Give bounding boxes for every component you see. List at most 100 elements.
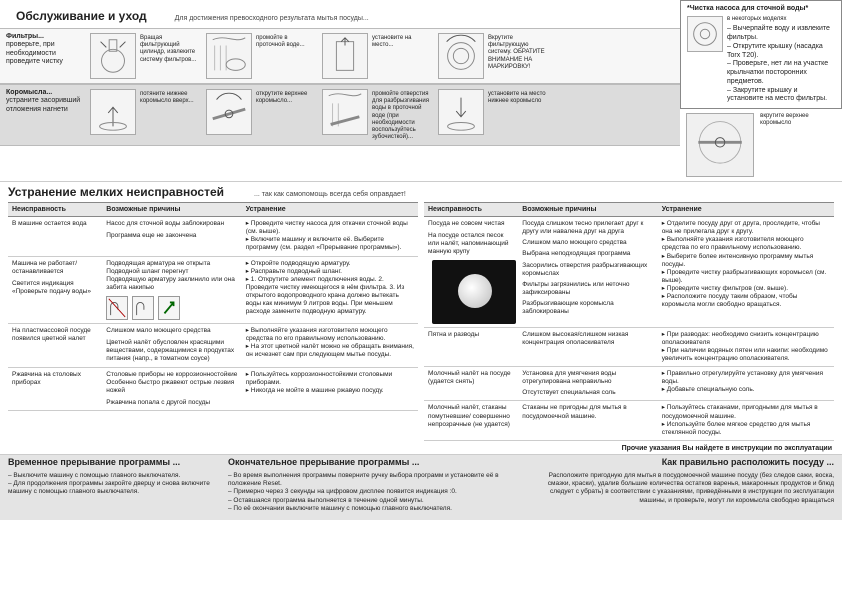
l-r4-c2: Ржавчина попала с другой посуды <box>106 399 237 407</box>
ts-title: Устранение мелких неисправностей <box>8 185 224 199</box>
r-r2-p: Пятна и разводы <box>424 328 518 367</box>
arms-text-5: вкрутите верхнее коромысло <box>760 113 836 127</box>
pump-l4: – Закрутите крышку и установите на место… <box>727 87 835 105</box>
maintenance-title: Обслуживание и уход <box>8 6 155 26</box>
ts-h1b: Неисправность <box>424 203 518 216</box>
arms-label: Коромысла... <box>6 89 52 96</box>
pump-box: *Чистка насоса для сточной воды* в некот… <box>680 0 842 109</box>
r-r3-f1: Правильно отрегулируйте установку для ум… <box>662 370 830 386</box>
r-r1-f4: Проведите чистку разбрызгивающих коромыс… <box>662 269 830 285</box>
arms-text-4: установите на место нижнее коромысло <box>488 89 550 105</box>
arms-diagram-3 <box>322 89 368 135</box>
l-r3-f2: На этот цветной налёт можно не обращать … <box>246 343 414 359</box>
bot-b1b: Для продолжения программы закройте дверц… <box>8 480 218 497</box>
l-r1-f2: Включите машину и включите её. Выберите … <box>246 236 414 252</box>
tap-icons <box>106 296 237 320</box>
r-r1-f2: Выполняйте указания изготовителя моющего… <box>662 236 830 252</box>
l-r2-c3: Подводящую арматуру заклинило или она за… <box>106 276 237 292</box>
pump-diagram <box>687 16 723 52</box>
bot-t2: Окончательное прерывание программы ... <box>228 457 528 469</box>
r-r3-f2: Добавьте специальную соль. <box>662 386 830 394</box>
filters-diagram-3 <box>322 33 368 79</box>
filters-text-2: промойте в проточной воде... <box>256 33 318 49</box>
r-r2-f1: При разводах: необходимо снизить концент… <box>662 331 830 347</box>
arms-diagram-side <box>686 113 754 177</box>
bot-b2c: Оставшаяся программа выполняется в течен… <box>228 497 528 505</box>
r-r1-p: Посуда не совсем чистая <box>428 220 514 228</box>
r-r4-f1: Пользуйтесь стаканами, пригодными для мы… <box>662 404 830 420</box>
r-r1-c2: Слишком мало моющего средства <box>522 239 653 247</box>
l-r1-p: В машине остается вода <box>8 217 102 256</box>
bot-b2b: Примерно через 3 секунды на цифровом дис… <box>228 488 528 496</box>
r-r1-c4: Засорились отверстия разбрызгивающих кор… <box>522 262 653 278</box>
l-r4-c1: Столовые приборы не коррозионностойкие О… <box>106 371 237 395</box>
arms-text-2: открутите верхнее коромысло... <box>256 89 318 105</box>
filters-text-1: Вращая фильтрующий цилиндр, извлеките си… <box>140 33 202 64</box>
r-r1-c1: Посуда слишком тесно прилегает друг к др… <box>522 220 653 236</box>
l-r2-f3: 1. Открутите элемент подключения воды. 2… <box>246 276 414 317</box>
r-r1-f3: Выберите более интенсивную программу мыт… <box>662 253 830 269</box>
filters-band: Фильтры... проверьте, при необходимости … <box>0 28 680 84</box>
l-r2-c2: Подводной шланг перегнут <box>106 268 237 276</box>
r-r1-p2: На посуде остался песок или налёт, напом… <box>428 232 514 256</box>
pump-l2: – Открутите крышку (насадка Torx T20). <box>727 43 835 61</box>
maintenance-subtitle: Для достижения превосходного результата … <box>175 15 369 22</box>
arms-band: Коромысла... устраните засоривший отложе… <box>0 84 680 146</box>
r-r4-p: Молочный налёт, стаканы помутневшие/ сов… <box>424 401 518 440</box>
pump-note: в некоторых моделях <box>727 16 835 24</box>
bottom-band: Временное прерывание программы ... Выклю… <box>0 454 842 520</box>
pump-l1: – Вычерпайте воду и извлеките фильтры. <box>727 25 835 43</box>
l-r2-f1: Откройте подводящую арматуру. <box>246 260 414 268</box>
arms-diagram-4 <box>438 89 484 135</box>
r-r2-f2: При наличии водяных пятен или накипи: не… <box>662 347 830 363</box>
r-r4-f2: Используйте более мягкое средство для мы… <box>662 421 830 437</box>
ts-h1: Неисправность <box>8 203 102 216</box>
r-r3-c2: Отсутствует специальная соль <box>522 389 653 397</box>
r-r1-c6: Разбрызгивающие коромысла заблокированы <box>522 300 653 316</box>
ts-h3b: Устранение <box>658 203 834 216</box>
filters-diagram-1 <box>90 33 136 79</box>
r-r3-c1: Установка для умягчения воды отрегулиров… <box>522 370 653 386</box>
arms-diagram-2 <box>206 89 252 135</box>
l-r4-p: Ржавчина на столовых приборах <box>8 368 102 411</box>
l-r2-f2: Расправьте подводный шланг. <box>246 268 414 276</box>
filters-diagram-2 <box>206 33 252 79</box>
pump-l3: – Проверьте, нет ли на участке крыльчатк… <box>727 60 835 86</box>
l-r1-c2: Программа еще не закончена <box>106 232 237 240</box>
r-r3-p: Молочный налёт на посуде (удается снять) <box>424 367 518 400</box>
ts-footnote: Прочие указания Вы найдете в инструкции … <box>0 441 842 454</box>
arms-diagram-1 <box>90 89 136 135</box>
ts-h2: Возможные причины <box>102 203 241 216</box>
r-r2-c1: Слишком высокая/слишком низкая концентра… <box>518 328 657 367</box>
bot-b2a: Во время выполнения программы поверните … <box>228 472 528 489</box>
arms-text-1: потяните нижнее коромысло вверх... <box>140 89 202 105</box>
r-r1-f1: Отделите посуду друг от друга, проследит… <box>662 220 830 236</box>
filters-text-4: Вкрутите фильтрующую систему. ОБРАТИТЕ В… <box>488 33 550 71</box>
l-r1-c1: Насос для сточной воды заблокирован <box>106 220 237 228</box>
bot-b3: Расположите пригодную для мытья в посудо… <box>538 472 834 506</box>
bot-b2d: По её окончании выключите машину с помощ… <box>228 505 528 513</box>
dish-photo <box>432 260 516 324</box>
r-r4-c1: Стаканы не пригодны для мытья в посудомо… <box>518 401 657 440</box>
r-r1-c3: Выбрана неподходящая программа <box>522 250 653 258</box>
ts-h3: Устранение <box>242 203 418 216</box>
r-r1-c5: Фильтры загрязнились или неточно зафикси… <box>522 281 653 297</box>
l-r1-f1: Проведите чистку насоса для откачки сточ… <box>246 220 414 236</box>
filters-diagram-4 <box>438 33 484 79</box>
l-r4-f1: Пользуйтесь коррозионностойкими столовым… <box>246 371 414 387</box>
ts-h2b: Возможные причины <box>518 203 657 216</box>
bot-b1a: Выключите машину с помощью главного выкл… <box>8 472 218 480</box>
filters-text-3: установите на место... <box>372 33 434 49</box>
arms-label-sub: устраните засоривший отложения нагнети <box>6 97 80 112</box>
bot-t3: Как правильно расположить посуду ... <box>538 457 834 469</box>
l-r3-c2: Цветной налёт обусловлен красящими вещес… <box>106 339 237 363</box>
r-r1-f6: Расположите посуду таким образом, чтобы … <box>662 293 830 309</box>
r-r1-f5: Проведите чистку фильтров (см. выше). <box>662 285 830 293</box>
l-r2-c1: Подводящая арматура не открыта <box>106 260 237 268</box>
l-r2-p: Машина не работает/ останавливается <box>12 260 98 276</box>
bot-t1: Временное прерывание программы ... <box>8 457 218 469</box>
l-r2-p2: Светится индикация «Проверьте подачу вод… <box>12 280 98 296</box>
arms-text-3: промойте отверстия для разбрызгивания во… <box>372 89 434 141</box>
l-r3-f1: Выполняйте указания изготовителя моющего… <box>246 327 414 343</box>
pump-title: *Чистка насоса для сточной воды* <box>687 5 835 14</box>
